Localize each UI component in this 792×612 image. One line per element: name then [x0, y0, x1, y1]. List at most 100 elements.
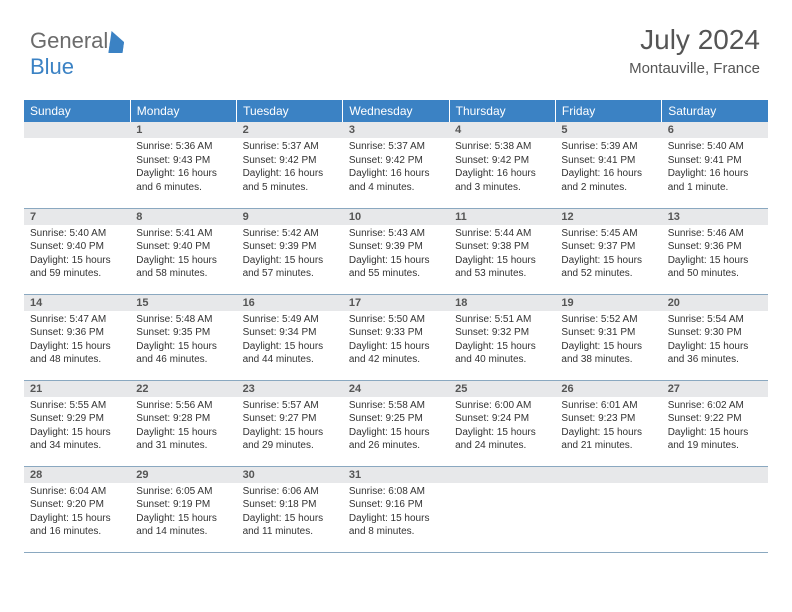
brand-part1: General — [30, 28, 108, 53]
calendar-row: 14Sunrise: 5:47 AMSunset: 9:36 PMDayligh… — [24, 294, 768, 380]
day-info: Sunrise: 5:52 AMSunset: 9:31 PMDaylight:… — [555, 311, 661, 371]
day-number: 27 — [662, 381, 768, 397]
day-number — [449, 467, 555, 483]
calendar-day-cell: 11Sunrise: 5:44 AMSunset: 9:38 PMDayligh… — [449, 208, 555, 294]
calendar-empty-cell — [662, 466, 768, 552]
day-number: 29 — [130, 467, 236, 483]
day-number: 16 — [237, 295, 343, 311]
calendar-day-cell: 23Sunrise: 5:57 AMSunset: 9:27 PMDayligh… — [237, 380, 343, 466]
day-info — [24, 138, 130, 198]
calendar-day-cell: 27Sunrise: 6:02 AMSunset: 9:22 PMDayligh… — [662, 380, 768, 466]
day-info: Sunrise: 5:49 AMSunset: 9:34 PMDaylight:… — [237, 311, 343, 371]
day-number: 31 — [343, 467, 449, 483]
day-info: Sunrise: 5:41 AMSunset: 9:40 PMDaylight:… — [130, 225, 236, 285]
day-info: Sunrise: 5:46 AMSunset: 9:36 PMDaylight:… — [662, 225, 768, 285]
day-number: 12 — [555, 209, 661, 225]
calendar-day-cell: 2Sunrise: 5:37 AMSunset: 9:42 PMDaylight… — [237, 122, 343, 208]
day-number: 20 — [662, 295, 768, 311]
calendar-day-cell: 30Sunrise: 6:06 AMSunset: 9:18 PMDayligh… — [237, 466, 343, 552]
month-title: July 2024 — [629, 24, 760, 56]
day-number — [555, 467, 661, 483]
weekday-header: Friday — [555, 100, 661, 122]
day-number: 19 — [555, 295, 661, 311]
day-info: Sunrise: 5:37 AMSunset: 9:42 PMDaylight:… — [343, 138, 449, 198]
calendar-day-cell: 21Sunrise: 5:55 AMSunset: 9:29 PMDayligh… — [24, 380, 130, 466]
calendar-day-cell: 18Sunrise: 5:51 AMSunset: 9:32 PMDayligh… — [449, 294, 555, 380]
calendar-day-cell: 4Sunrise: 5:38 AMSunset: 9:42 PMDaylight… — [449, 122, 555, 208]
calendar-day-cell: 28Sunrise: 6:04 AMSunset: 9:20 PMDayligh… — [24, 466, 130, 552]
day-info — [555, 483, 661, 543]
weekday-header-row: SundayMondayTuesdayWednesdayThursdayFrid… — [24, 100, 768, 122]
day-info: Sunrise: 5:44 AMSunset: 9:38 PMDaylight:… — [449, 225, 555, 285]
weekday-header: Sunday — [24, 100, 130, 122]
calendar-day-cell: 29Sunrise: 6:05 AMSunset: 9:19 PMDayligh… — [130, 466, 236, 552]
day-info: Sunrise: 5:42 AMSunset: 9:39 PMDaylight:… — [237, 225, 343, 285]
day-number: 3 — [343, 122, 449, 138]
day-number: 8 — [130, 209, 236, 225]
calendar-row: 1Sunrise: 5:36 AMSunset: 9:43 PMDaylight… — [24, 122, 768, 208]
calendar-body: 1Sunrise: 5:36 AMSunset: 9:43 PMDaylight… — [24, 122, 768, 552]
calendar-day-cell: 7Sunrise: 5:40 AMSunset: 9:40 PMDaylight… — [24, 208, 130, 294]
calendar-day-cell: 19Sunrise: 5:52 AMSunset: 9:31 PMDayligh… — [555, 294, 661, 380]
calendar-day-cell: 6Sunrise: 5:40 AMSunset: 9:41 PMDaylight… — [662, 122, 768, 208]
brand-logo: General Blue — [30, 28, 124, 80]
day-number: 25 — [449, 381, 555, 397]
day-info: Sunrise: 6:08 AMSunset: 9:16 PMDaylight:… — [343, 483, 449, 543]
calendar-day-cell: 15Sunrise: 5:48 AMSunset: 9:35 PMDayligh… — [130, 294, 236, 380]
calendar-empty-cell — [449, 466, 555, 552]
calendar-table: SundayMondayTuesdayWednesdayThursdayFrid… — [24, 100, 768, 553]
day-info — [449, 483, 555, 543]
day-number: 22 — [130, 381, 236, 397]
calendar-day-cell: 13Sunrise: 5:46 AMSunset: 9:36 PMDayligh… — [662, 208, 768, 294]
day-info — [662, 483, 768, 543]
day-number: 18 — [449, 295, 555, 311]
day-info: Sunrise: 5:43 AMSunset: 9:39 PMDaylight:… — [343, 225, 449, 285]
day-info: Sunrise: 5:48 AMSunset: 9:35 PMDaylight:… — [130, 311, 236, 371]
day-info: Sunrise: 5:40 AMSunset: 9:41 PMDaylight:… — [662, 138, 768, 198]
day-number: 7 — [24, 209, 130, 225]
day-info: Sunrise: 6:05 AMSunset: 9:19 PMDaylight:… — [130, 483, 236, 543]
calendar-row: 28Sunrise: 6:04 AMSunset: 9:20 PMDayligh… — [24, 466, 768, 552]
day-info: Sunrise: 6:00 AMSunset: 9:24 PMDaylight:… — [449, 397, 555, 457]
brand-part2: Blue — [30, 54, 74, 79]
calendar-row: 7Sunrise: 5:40 AMSunset: 9:40 PMDaylight… — [24, 208, 768, 294]
day-info: Sunrise: 6:01 AMSunset: 9:23 PMDaylight:… — [555, 397, 661, 457]
day-number: 26 — [555, 381, 661, 397]
calendar-day-cell: 20Sunrise: 5:54 AMSunset: 9:30 PMDayligh… — [662, 294, 768, 380]
location-subtitle: Montauville, France — [629, 60, 760, 77]
day-info: Sunrise: 5:47 AMSunset: 9:36 PMDaylight:… — [24, 311, 130, 371]
day-number: 11 — [449, 209, 555, 225]
day-info: Sunrise: 5:38 AMSunset: 9:42 PMDaylight:… — [449, 138, 555, 198]
calendar-day-cell: 16Sunrise: 5:49 AMSunset: 9:34 PMDayligh… — [237, 294, 343, 380]
title-block: July 2024 Montauville, France — [629, 24, 760, 77]
day-number: 30 — [237, 467, 343, 483]
calendar-day-cell: 26Sunrise: 6:01 AMSunset: 9:23 PMDayligh… — [555, 380, 661, 466]
day-info: Sunrise: 5:37 AMSunset: 9:42 PMDaylight:… — [237, 138, 343, 198]
calendar-day-cell: 14Sunrise: 5:47 AMSunset: 9:36 PMDayligh… — [24, 294, 130, 380]
day-info: Sunrise: 5:36 AMSunset: 9:43 PMDaylight:… — [130, 138, 236, 198]
calendar-day-cell: 12Sunrise: 5:45 AMSunset: 9:37 PMDayligh… — [555, 208, 661, 294]
day-info: Sunrise: 5:55 AMSunset: 9:29 PMDaylight:… — [24, 397, 130, 457]
calendar-day-cell: 17Sunrise: 5:50 AMSunset: 9:33 PMDayligh… — [343, 294, 449, 380]
day-info: Sunrise: 5:51 AMSunset: 9:32 PMDaylight:… — [449, 311, 555, 371]
calendar-day-cell: 10Sunrise: 5:43 AMSunset: 9:39 PMDayligh… — [343, 208, 449, 294]
day-number: 17 — [343, 295, 449, 311]
day-info: Sunrise: 5:56 AMSunset: 9:28 PMDaylight:… — [130, 397, 236, 457]
calendar-day-cell: 3Sunrise: 5:37 AMSunset: 9:42 PMDaylight… — [343, 122, 449, 208]
weekday-header: Wednesday — [343, 100, 449, 122]
weekday-header: Saturday — [662, 100, 768, 122]
weekday-header: Tuesday — [237, 100, 343, 122]
calendar-day-cell: 5Sunrise: 5:39 AMSunset: 9:41 PMDaylight… — [555, 122, 661, 208]
day-number: 9 — [237, 209, 343, 225]
calendar-empty-cell — [24, 122, 130, 208]
weekday-header: Monday — [130, 100, 236, 122]
day-info: Sunrise: 6:04 AMSunset: 9:20 PMDaylight:… — [24, 483, 130, 543]
day-number: 14 — [24, 295, 130, 311]
day-info: Sunrise: 5:50 AMSunset: 9:33 PMDaylight:… — [343, 311, 449, 371]
calendar-day-cell: 8Sunrise: 5:41 AMSunset: 9:40 PMDaylight… — [130, 208, 236, 294]
day-info: Sunrise: 5:40 AMSunset: 9:40 PMDaylight:… — [24, 225, 130, 285]
weekday-header: Thursday — [449, 100, 555, 122]
day-number: 28 — [24, 467, 130, 483]
day-info: Sunrise: 6:06 AMSunset: 9:18 PMDaylight:… — [237, 483, 343, 543]
day-info: Sunrise: 5:45 AMSunset: 9:37 PMDaylight:… — [555, 225, 661, 285]
